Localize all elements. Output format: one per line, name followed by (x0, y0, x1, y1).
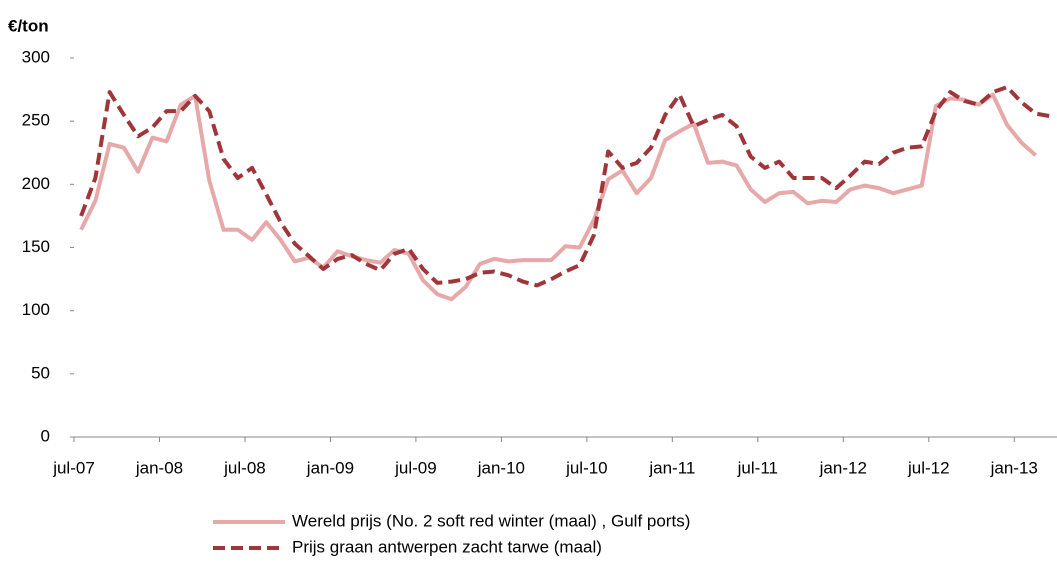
y-tick-label: 100 (22, 300, 50, 319)
legend-label: Prijs graan antwerpen zacht tarwe (maal) (292, 537, 602, 556)
x-tick-label: jul-10 (565, 458, 608, 477)
x-tick-label: jan-13 (990, 458, 1038, 477)
legend-label: Wereld prijs (No. 2 soft red winter (maa… (292, 511, 690, 530)
x-tick-label: jul-09 (394, 458, 437, 477)
chart-title: €/ton (8, 16, 49, 35)
x-tick-label: jan-11 (648, 458, 695, 477)
x-tick-label: jan-12 (819, 458, 867, 477)
y-tick-label: 0 (41, 426, 50, 445)
y-tick-label: 200 (22, 174, 50, 193)
y-tick-label: 50 (31, 363, 50, 382)
y-tick-label: 150 (22, 237, 50, 256)
series-line (79, 92, 1037, 302)
x-tick-label: jul-11 (737, 458, 778, 477)
y-tick-label: 300 (22, 47, 50, 66)
x-tick-label: jul-08 (223, 458, 266, 477)
x-tick-label: jul-07 (52, 458, 95, 477)
x-tick-label: jan-09 (306, 458, 354, 477)
x-tick-label: jan-08 (135, 458, 183, 477)
x-tick-label: jul-12 (907, 458, 950, 477)
y-tick-label: 250 (22, 111, 50, 130)
series-line (79, 85, 1051, 288)
x-tick-label: jan-10 (477, 458, 525, 477)
